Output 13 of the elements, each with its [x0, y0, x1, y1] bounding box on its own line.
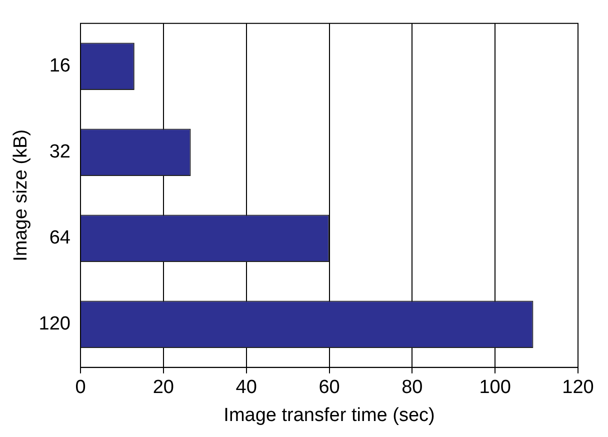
- x-tick-label: 40: [236, 377, 257, 398]
- y-tick-label: 64: [49, 228, 71, 249]
- x-tick-label: 80: [402, 377, 423, 398]
- x-tick-label: 0: [75, 377, 86, 398]
- y-axis-title: Image size (kB): [10, 129, 32, 262]
- x-axis-title: Image transfer time (sec): [224, 404, 435, 426]
- x-tick-label: 120: [562, 377, 594, 398]
- y-tick-label: 120: [38, 314, 70, 335]
- x-tick-label: 100: [479, 377, 511, 398]
- y-tick-label: 32: [49, 142, 70, 163]
- x-tick-label: 60: [318, 377, 340, 398]
- x-tick-label: 20: [152, 377, 174, 398]
- y-tick-label: 16: [49, 56, 70, 77]
